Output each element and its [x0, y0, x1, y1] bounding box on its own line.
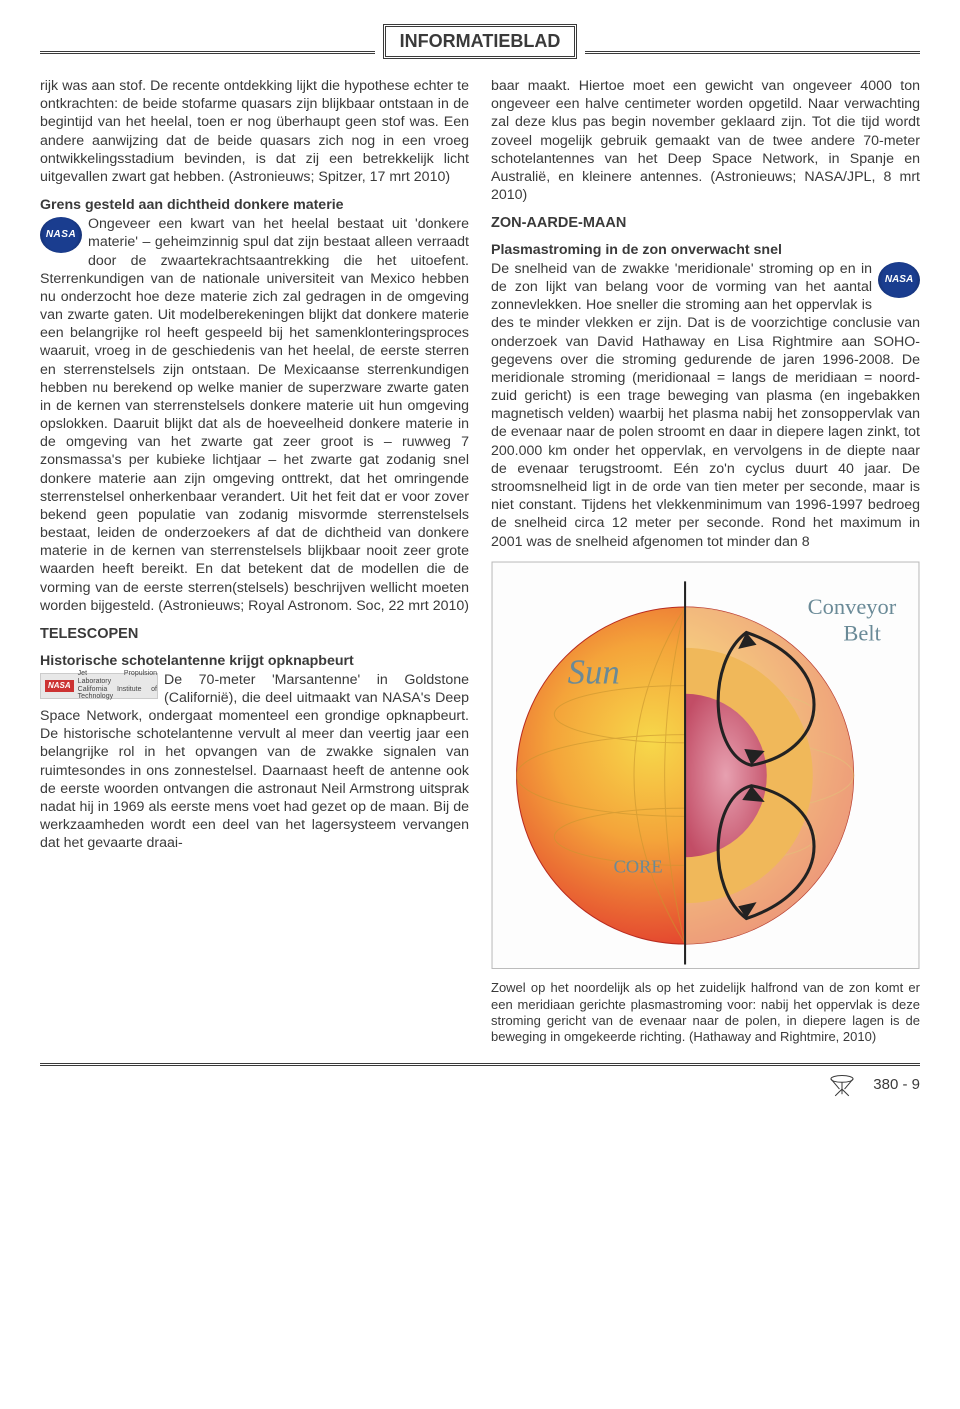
- article-body-dark-matter-text: Ongeveer een kwart van het heelal bestaa…: [40, 216, 469, 614]
- jpl-line1: Jet Propulsion Laboratory: [78, 670, 157, 685]
- right-column: baar maakt. Hiertoe moet een gewicht van…: [491, 77, 920, 1045]
- figure-label-sun: Sun: [568, 652, 620, 691]
- article-body-plasma: NASA De snelheid van de zwakke 'meridion…: [491, 260, 920, 551]
- section-heading-telescopen: TELESCOPEN: [40, 625, 469, 644]
- figure-label-belt: Belt: [843, 620, 881, 645]
- article-body-schotelantenne: NASA Jet Propulsion Laboratory Californi…: [40, 671, 469, 853]
- article-title-schotelantenne: Historische schotelantenne krijgt opknap…: [40, 652, 469, 670]
- jpl-line2: California Institute of Technology: [78, 686, 157, 701]
- intro-paragraph: rijk was aan stof. De recente ontdekking…: [40, 77, 469, 186]
- article-body-dark-matter: NASA Ongeveer een kwart van het heelal b…: [40, 215, 469, 615]
- header-rule-right: [585, 51, 920, 54]
- page-header: INFORMATIEBLAD: [40, 24, 920, 59]
- sun-conveyor-figure: Sun CORE Conveyor Belt: [491, 561, 920, 975]
- sun-diagram-svg: Sun CORE Conveyor Belt: [491, 561, 920, 970]
- figure-caption: Zowel op het noordelijk als op het zuide…: [491, 980, 920, 1045]
- page-footer: 380 - 9: [40, 1063, 920, 1098]
- jpl-label-text: Jet Propulsion Laboratory California Ins…: [78, 670, 157, 701]
- article-title-dark-matter: Grens gesteld aan dichtheid donkere mate…: [40, 196, 469, 214]
- nasa-logo-icon: NASA: [40, 217, 82, 253]
- section-heading-zam: ZON-AARDE-MAAN: [491, 214, 920, 233]
- article-body-plasma-text: De snelheid van de zwakke 'meridionale' …: [491, 261, 920, 550]
- nasa-logo-icon: NASA: [878, 262, 920, 298]
- jpl-nasa-text: NASA: [45, 680, 74, 692]
- left-column: rijk was aan stof. De recente ontdekking…: [40, 77, 469, 1045]
- header-rule-left: [40, 51, 375, 54]
- page-number: 380 - 9: [873, 1076, 920, 1093]
- article-title-plasma: Plasmastroming in de zon onverwacht snel: [491, 241, 920, 259]
- header-title: INFORMATIEBLAD: [383, 24, 578, 59]
- telescope-footer-icon: [825, 1070, 859, 1098]
- jpl-logo-icon: NASA Jet Propulsion Laboratory Californi…: [40, 673, 158, 699]
- figure-label-core: CORE: [614, 856, 663, 876]
- figure-label-conveyor: Conveyor: [808, 594, 897, 619]
- top-continuation-paragraph: baar maakt. Hiertoe moet een gewicht van…: [491, 77, 920, 204]
